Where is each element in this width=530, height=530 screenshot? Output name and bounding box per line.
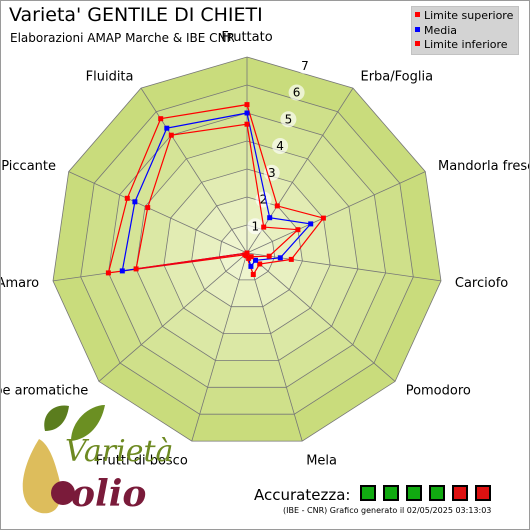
radar-tick-bg: [288, 84, 305, 101]
series-point: [158, 116, 164, 122]
series-point: [253, 257, 258, 263]
series-point: [308, 221, 314, 227]
logo-varieta-text: Varietà: [65, 434, 174, 469]
series-point: [320, 215, 326, 221]
legend-label: Limite superiore: [424, 9, 514, 22]
category-label: Frutti di bosco: [96, 454, 188, 469]
radar-tick-label: 5: [285, 112, 293, 126]
accuracy-box: [406, 485, 422, 501]
series-point: [261, 224, 267, 230]
accuracy-box: [475, 485, 491, 501]
radar-grid-ring: [135, 140, 359, 361]
radar-spoke: [246, 171, 426, 254]
accuracy-box: [383, 485, 399, 501]
radar-spoke: [140, 87, 248, 254]
category-label: Carciofo: [455, 276, 508, 291]
category-label: Erbe aromatiche: [1, 384, 88, 399]
series-point: [274, 203, 280, 209]
accuracy-box: [360, 485, 376, 501]
series-point: [244, 102, 250, 108]
series-point: [132, 199, 138, 205]
footer-note: (IBE - CNR) Grafico generato il 02/05/20…: [283, 506, 492, 515]
radar-tick-label: 6: [293, 86, 301, 100]
radar-tick-label: 3: [268, 166, 276, 180]
chart-subtitle: Elaborazioni AMAP Marche & IBE CNR: [10, 31, 235, 45]
category-label: Fluidita: [86, 69, 134, 84]
legend-marker: [415, 27, 420, 32]
series-point: [168, 132, 174, 138]
radar-spoke: [246, 252, 303, 442]
radar-tick-bg: [296, 57, 313, 74]
series-point: [257, 261, 263, 267]
category-label: Mandorla fresca: [438, 159, 529, 174]
series-point: [295, 227, 301, 233]
series-point: [244, 110, 250, 116]
logo-drop-icon: [22, 439, 61, 514]
series-point: [248, 263, 254, 269]
legend-item-upper: Limite superiore: [415, 9, 513, 22]
radar-grid-ring: [52, 56, 442, 442]
series-point: [244, 250, 250, 256]
radar-tick-bg: [280, 111, 297, 128]
radar-tick-label: 7: [301, 59, 309, 73]
radar-tick-label: 4: [276, 139, 284, 153]
radar-grid-ring: [191, 196, 303, 308]
radar-tick-bg: [272, 138, 289, 154]
legend-item-mean: Media: [415, 24, 457, 37]
series-point: [248, 254, 254, 260]
logo-olio-text: olio: [71, 473, 147, 515]
legend: Limite superiore Media Limite inferiore: [411, 6, 519, 55]
radar-spoke: [68, 171, 248, 254]
series-point: [119, 268, 125, 274]
logo-olive-icon: [51, 481, 75, 505]
legend-label: Limite inferiore: [424, 38, 508, 51]
series-point: [288, 256, 294, 262]
category-label: Mela: [306, 454, 337, 469]
radar-tick-bg: [263, 164, 280, 181]
radar-grid-ring: [163, 168, 331, 335]
radar-spoke: [246, 252, 396, 382]
radar-grid-ring: [218, 224, 276, 281]
series-point: [133, 266, 139, 272]
legend-marker: [415, 41, 420, 46]
chart-title: Varieta' GENTILE DI CHIETI: [9, 4, 263, 26]
legend-marker: [415, 12, 420, 17]
radar-spoke: [191, 252, 248, 442]
series-point: [246, 255, 252, 261]
series-point: [124, 195, 130, 201]
radar-tick-label: 1: [251, 219, 259, 233]
logo-leaf-icon: [71, 405, 105, 441]
category-label: Piccante: [1, 159, 56, 174]
category-label: Erba/Foglia: [361, 69, 434, 84]
radar-tick-label: 2: [260, 193, 268, 207]
series-point: [105, 270, 111, 276]
radar-grid-ring: [107, 112, 387, 388]
legend-label: Media: [424, 24, 458, 37]
category-label: Fruttato: [221, 30, 272, 45]
series-point: [164, 125, 170, 131]
category-label: Amaro: [1, 276, 39, 291]
series-point: [145, 205, 151, 211]
series-point: [250, 272, 256, 277]
legend-item-lower: Limite inferiore: [415, 38, 508, 51]
radar-tick-bg: [247, 218, 264, 235]
accuracy-box: [429, 485, 445, 501]
radar-grid-ring: [80, 84, 414, 415]
accuracy-box: [452, 485, 468, 501]
series-point: [267, 215, 273, 221]
logo-leaf-icon: [44, 405, 69, 431]
series-point: [244, 121, 250, 127]
accuracy-label: Accuratezza:: [254, 486, 351, 504]
category-label: Pomodoro: [406, 384, 471, 399]
series-point: [266, 253, 272, 259]
series-point: [277, 255, 283, 261]
radar-spoke: [98, 252, 248, 382]
